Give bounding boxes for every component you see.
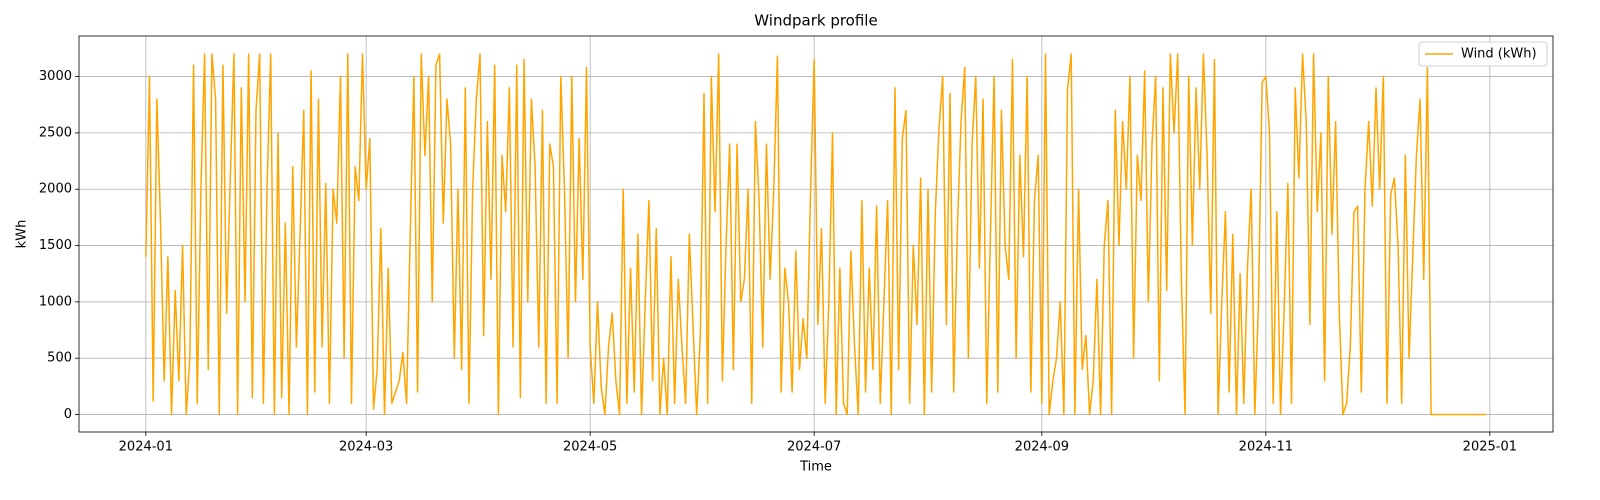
y-tick-label: 2000 [39, 182, 72, 197]
y-tick-label: 1000 [39, 294, 72, 309]
x-axis-label: Time [799, 460, 832, 475]
x-tick-label: 2025-01 [1463, 440, 1517, 455]
x-tick-label: 2024-03 [339, 440, 393, 455]
y-tick-label: 2500 [39, 125, 72, 140]
y-tick-label: 1500 [39, 238, 72, 253]
legend-label: Wind (kWh) [1461, 47, 1537, 62]
y-tick-label: 3000 [39, 69, 72, 84]
x-tick-label: 2024-01 [119, 440, 173, 455]
legend-box [1418, 41, 1548, 67]
y-axis-label: kWh [15, 220, 30, 249]
y-tick-label: 500 [47, 351, 72, 366]
x-tick-label: 2024-11 [1239, 440, 1293, 455]
x-tick-label: 2024-09 [1015, 440, 1069, 455]
x-tick-label: 2024-05 [563, 440, 617, 455]
axes-frame [78, 35, 1554, 433]
chart-title: Windpark profile [754, 12, 877, 30]
x-tick-label: 2024-07 [787, 440, 841, 455]
series-line [145, 53, 1487, 416]
y-tick-label: 0 [64, 407, 72, 422]
